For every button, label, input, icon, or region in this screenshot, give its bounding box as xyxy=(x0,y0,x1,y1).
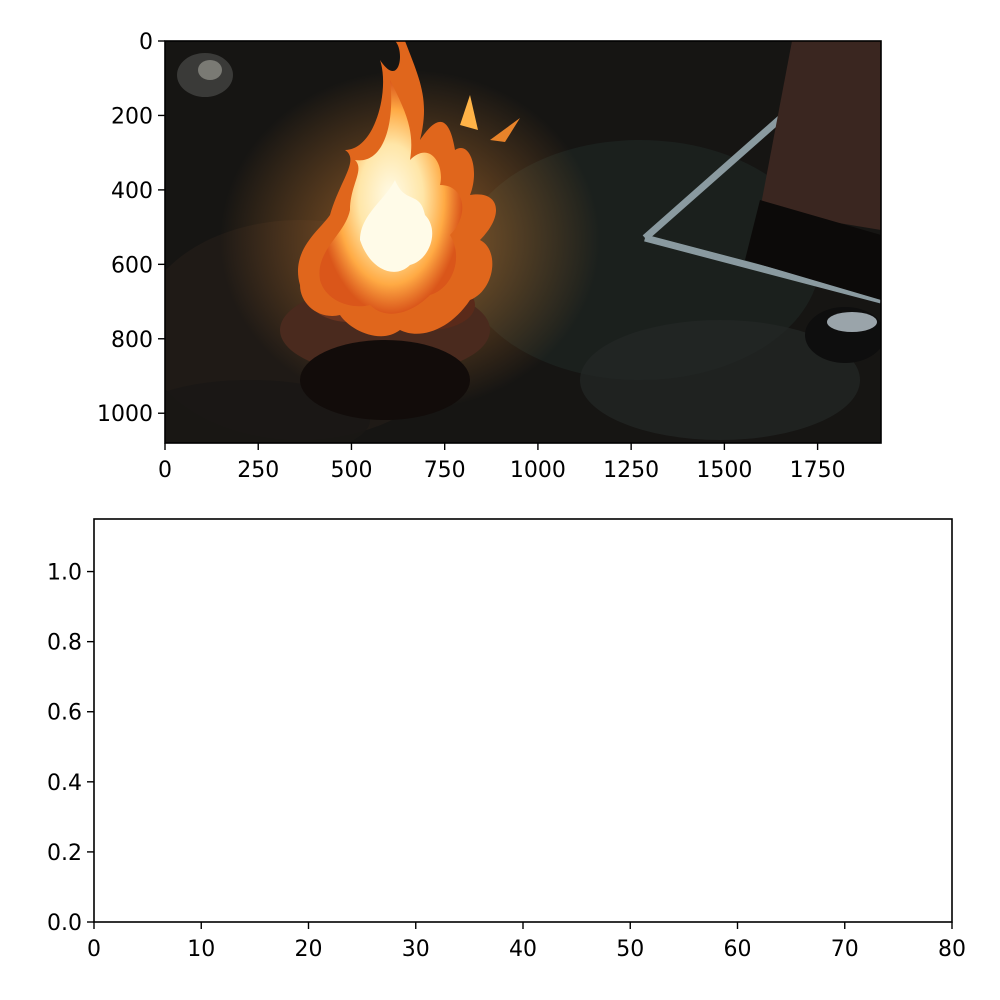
plot-x-tick-label: 40 xyxy=(509,937,537,962)
image-x-tick-label: 1250 xyxy=(603,458,659,483)
image-y-tick-label: 1000 xyxy=(97,402,153,427)
plot-x-tick-label: 0 xyxy=(87,937,101,962)
plot-x-tick-label: 80 xyxy=(938,937,966,962)
image-axes-frame xyxy=(164,40,882,444)
fire-photo xyxy=(165,41,881,443)
image-y-tick-label: 400 xyxy=(111,179,153,204)
image-y-tick-label: 800 xyxy=(111,328,153,353)
image-axes: 0 250 500 750 1000 1250 1500 1750 0 200 400 600 800… xyxy=(97,30,882,483)
image-x-tick-label: 1500 xyxy=(696,458,752,483)
image-x-ticks: 0 250 500 750 1000 1250 1500 1750 xyxy=(158,443,846,483)
plot-x-tick-label: 50 xyxy=(616,937,644,962)
image-x-tick-label: 750 xyxy=(424,458,466,483)
plot-y-tick-label: 0.4 xyxy=(47,771,82,796)
image-y-tick-label: 200 xyxy=(111,104,153,129)
plot-y-tick-label: 0.8 xyxy=(47,631,82,656)
plot-area xyxy=(94,519,952,922)
plot-y-tick-label: 0.0 xyxy=(47,911,82,936)
plot-y-ticks: 0.0 0.2 0.4 0.6 0.8 1.0 xyxy=(47,561,94,936)
image-x-tick-label: 250 xyxy=(237,458,279,483)
image-y-tick-label: 600 xyxy=(111,253,153,278)
image-x-tick-label: 1000 xyxy=(510,458,566,483)
plot-y-tick-label: 0.6 xyxy=(47,701,82,726)
image-x-tick-label: 1750 xyxy=(790,458,846,483)
plot-y-tick-label: 0.2 xyxy=(47,841,82,866)
image-y-ticks: 0 200 400 600 800 1000 xyxy=(97,30,165,427)
plot-x-tick-label: 20 xyxy=(295,937,323,962)
plot-x-tick-label: 10 xyxy=(187,937,215,962)
plot-y-tick-label: 1.0 xyxy=(47,561,82,586)
image-x-tick-label: 500 xyxy=(330,458,372,483)
image-x-tick-label: 0 xyxy=(158,458,172,483)
plot-axes: 0 10 20 30 40 50 60 70 80 0.0 0.2 0.4 0.6 0.8 1.0 xyxy=(47,518,966,962)
plot-x-tick-label: 30 xyxy=(402,937,430,962)
plot-x-tick-label: 60 xyxy=(724,937,752,962)
image-y-tick-label: 0 xyxy=(139,30,153,55)
plot-x-ticks: 0 10 20 30 40 50 60 70 80 xyxy=(87,922,966,962)
plot-x-tick-label: 70 xyxy=(831,937,859,962)
